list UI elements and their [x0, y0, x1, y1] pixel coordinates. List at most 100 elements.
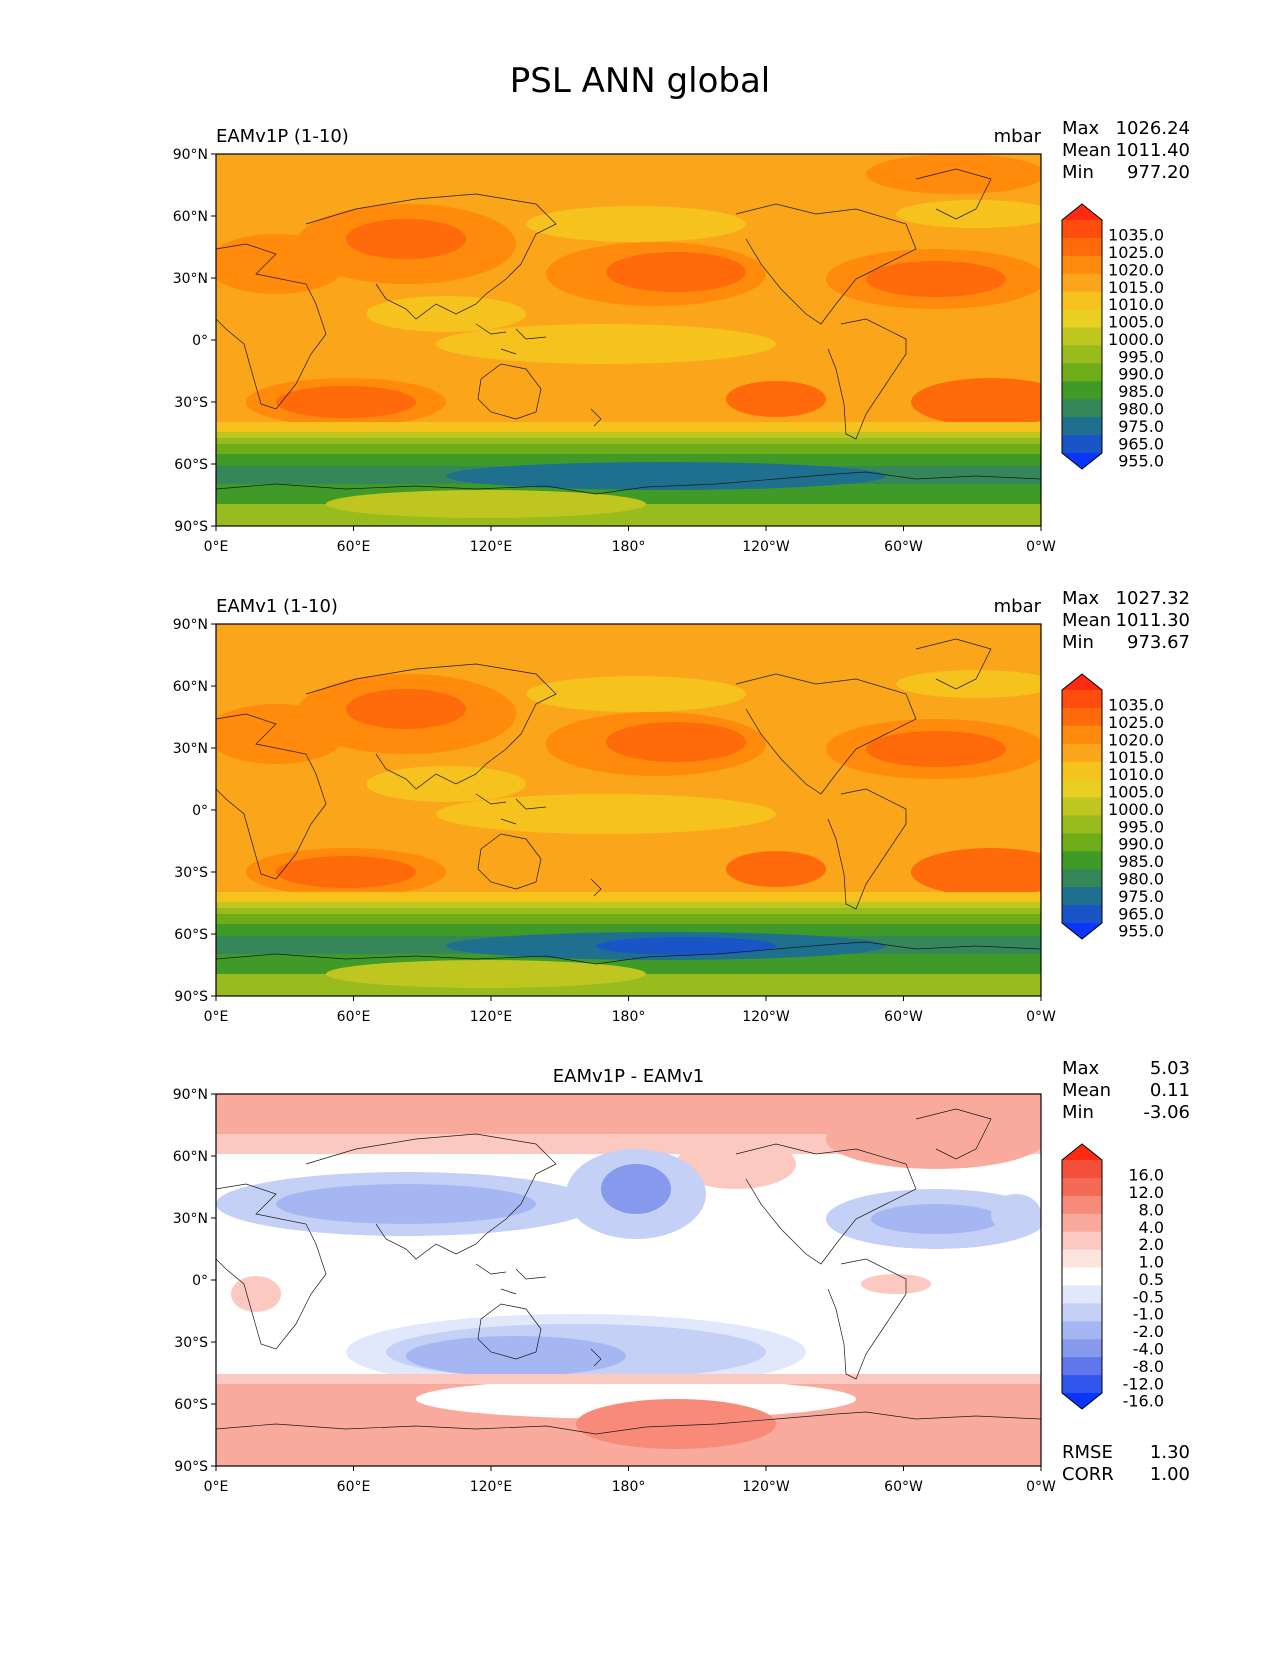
stat-label-rmse: RMSE: [1062, 1442, 1113, 1463]
lat-tick-label: 0°: [192, 1273, 208, 1289]
lon-tick-label: 120°W: [742, 1479, 790, 1495]
colorbar-segment: [1062, 869, 1102, 888]
pacific-high-core: [606, 252, 746, 292]
aleutian-low: [526, 676, 746, 712]
lat-tick-label: 30°S: [174, 395, 208, 411]
lon-tick-label: 180°: [612, 1479, 646, 1495]
southern-positive-core: [576, 1399, 776, 1449]
south-indian-high-core: [276, 386, 416, 418]
colorbar-segment: [1062, 255, 1102, 275]
stat-label-max: Max: [1062, 118, 1100, 139]
colorbar-label: -2.0: [1133, 1322, 1164, 1341]
lat-tick-label: 0°: [192, 333, 208, 349]
stat-label-max: Max: [1062, 1058, 1100, 1079]
coastline: [590, 408, 602, 427]
lon-tick-label: 120°E: [470, 1479, 513, 1495]
atlantic-negative-core: [871, 1204, 1001, 1234]
lat-tick-label: 30°N: [173, 741, 208, 757]
colorbar-label: 1015.0: [1108, 278, 1164, 297]
colorbar-segment: [1062, 1303, 1102, 1322]
colorbar-label: 955.0: [1118, 922, 1164, 941]
latitude-band: [216, 422, 1041, 432]
lon-tick-label: 60°W: [884, 539, 923, 555]
lon-tick-label: 0°E: [204, 1009, 229, 1025]
coastline: [216, 243, 327, 410]
stat-label-mean: Mean: [1062, 610, 1111, 631]
colorbar-segment: [1062, 381, 1102, 400]
stat-value-mean: 1011.40: [1116, 140, 1190, 161]
coastline: [915, 1108, 992, 1160]
stat-label-min: Min: [1062, 632, 1094, 653]
lat-tick-label: 90°S: [174, 1459, 208, 1475]
panel-title-left: EAMv1P (1-10): [216, 126, 349, 147]
coastline: [305, 193, 557, 320]
lat-tick-label: 90°S: [174, 989, 208, 1005]
atlantic-high-core: [866, 731, 1006, 767]
colorbar-label: 990.0: [1118, 365, 1164, 384]
south-indian-high-core: [276, 856, 416, 888]
coastline: [216, 713, 327, 880]
coastline: [735, 1143, 917, 1265]
latitude-band: [216, 902, 1041, 908]
stat-value-min: 977.20: [1127, 162, 1190, 183]
colorbar-outline: [1061, 203, 1103, 470]
lon-tick-label: 120°E: [470, 539, 513, 555]
lon-tick-label: 60°W: [884, 1009, 923, 1025]
latitude-band: [216, 444, 1041, 454]
lon-tick-label: 180°: [612, 1009, 646, 1025]
azores-high-west: [216, 704, 346, 764]
south-atlantic-high-core: [911, 848, 1041, 896]
asian-low: [366, 766, 526, 802]
panel-units: mbar: [994, 596, 1042, 617]
map-field: [216, 624, 1041, 996]
lon-tick-label: 0°W: [1026, 1479, 1056, 1495]
atlantic-negative-east: [991, 1194, 1041, 1234]
map-panel-ref: EAMv1 (1-10) mbar 90°N 60°N 30°N 0° 30°S 60°S 90…: [173, 588, 1190, 1025]
colorbar-segment: [1062, 237, 1102, 257]
coastline: [216, 941, 1041, 965]
colorbar-segment: [1062, 1213, 1102, 1233]
lon-tick-label: 0°W: [1026, 539, 1056, 555]
colorbar-label: -12.0: [1123, 1374, 1164, 1393]
arctic-high: [866, 624, 1041, 664]
colorbar-label: 980.0: [1118, 400, 1164, 419]
panel-title-center: EAMv1P - EAMv1: [553, 1066, 704, 1087]
coastline: [305, 663, 557, 790]
lat-tick-label: 60°S: [174, 457, 208, 473]
colorbar-segment: [1062, 1357, 1102, 1376]
amundsen-low: [596, 937, 776, 955]
colorbar-label: 1020.0: [1108, 730, 1164, 749]
stat-label-min: Min: [1062, 162, 1094, 183]
lat-tick-label: 0°: [192, 803, 208, 819]
asian-low: [366, 296, 526, 332]
coastline: [475, 793, 547, 825]
colorbar-outline: [1061, 1143, 1103, 1410]
coastline: [915, 168, 992, 220]
stat-label-min: Min: [1062, 1102, 1094, 1123]
colorbar-segment: [1062, 743, 1102, 763]
lat-tick-label: 60°N: [173, 1149, 208, 1165]
colorbar-extend-top: [1062, 674, 1102, 690]
stat-value-corr: 1.00: [1150, 1464, 1190, 1485]
stat-label-max: Max: [1062, 588, 1100, 609]
aleutian-low: [526, 206, 746, 242]
lat-tick-label: 30°S: [174, 865, 208, 881]
latitude-band: [216, 432, 1041, 438]
lat-tick-label: 60°N: [173, 679, 208, 695]
stat-label-mean: Mean: [1062, 140, 1111, 161]
colorbar-segment: [1062, 725, 1102, 745]
colorbar-label: -1.0: [1133, 1305, 1164, 1324]
colorbar-label: 4.0: [1139, 1218, 1164, 1237]
icelandic-low: [896, 200, 1041, 228]
coastline: [915, 638, 992, 690]
coastline: [477, 1303, 542, 1360]
colorbar-segment: [1062, 815, 1102, 834]
latitude-band: [216, 1374, 1041, 1384]
stat-value-min: -3.06: [1143, 1102, 1190, 1123]
colorbar-label: 1000.0: [1108, 800, 1164, 819]
colorbar-segment: [1062, 327, 1102, 346]
colorbar-label: -16.0: [1123, 1392, 1164, 1411]
colorbar-label: 12.0: [1128, 1183, 1164, 1202]
coastline: [590, 1348, 602, 1367]
